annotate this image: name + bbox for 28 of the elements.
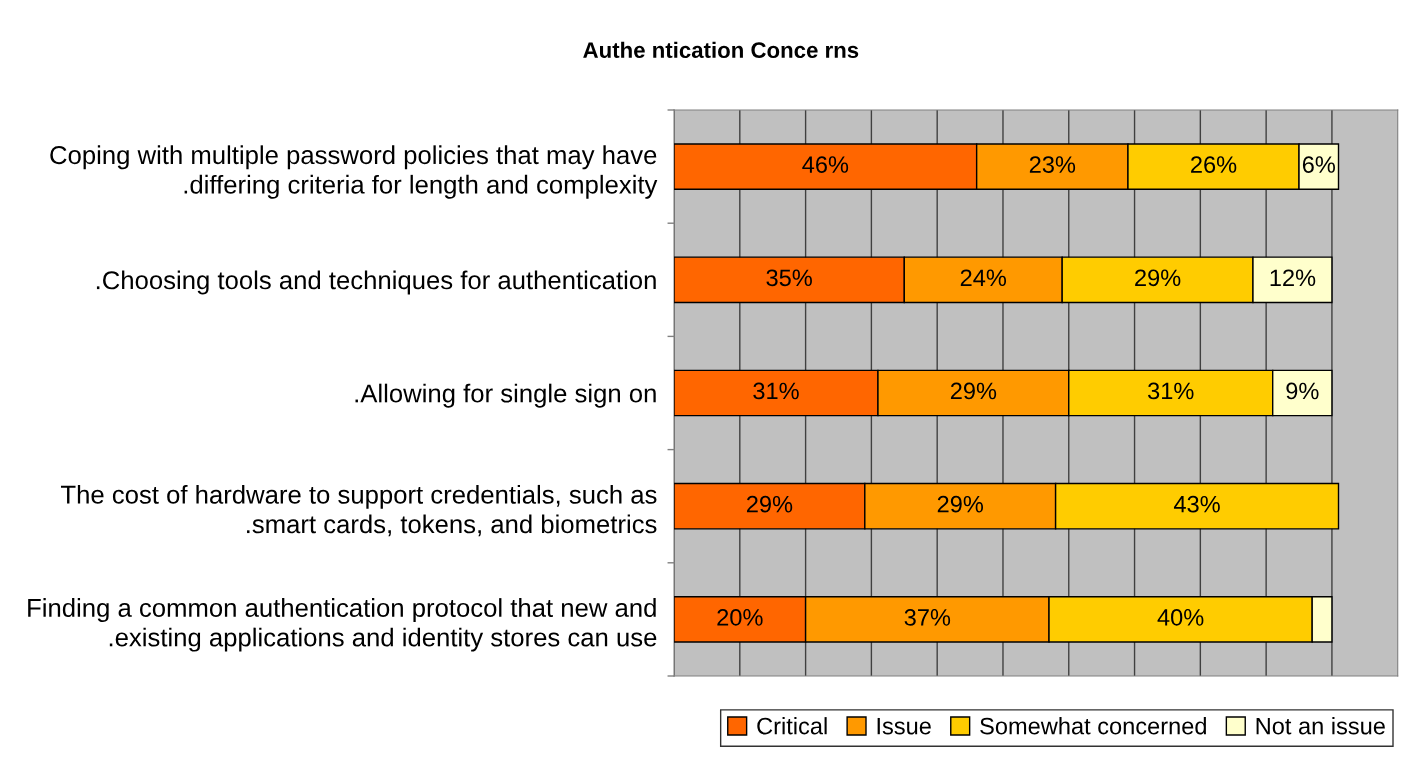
data-label: 31% [753, 382, 799, 400]
data-label: 24% [960, 269, 1007, 287]
chart-title: Authe ntication Conce rns [583, 41, 859, 59]
data-label: 23% [1029, 156, 1076, 173]
y-tick-label: .Allowing for single sign on [355, 383, 656, 408]
data-label: 46% [802, 156, 849, 173]
data-label: 12% [1270, 269, 1316, 287]
data-label: 31% [1148, 382, 1194, 400]
legend-label: Not an issue [1256, 717, 1385, 735]
data-label: 40% [1157, 609, 1204, 626]
data-label: 43% [1173, 495, 1220, 513]
y-tick-label: The cost of hardware to support credentials, such as .smart cards, tokens, and biometrics [60, 484, 657, 537]
data-label: 26% [1191, 156, 1237, 173]
data-label: 29% [950, 382, 997, 400]
data-label: 9% [1286, 382, 1319, 400]
legend-label: Issue [877, 717, 931, 735]
data-label: 29% [746, 495, 793, 513]
y-tick-label: Finding a common authentication protocol that new and .existing applications and identity stores can use [28, 598, 657, 652]
data-label: 29% [937, 495, 983, 513]
data-label: 20% [717, 609, 763, 626]
legend-label: Critical [757, 717, 827, 735]
legend-label: Somewhat concerned [980, 717, 1206, 735]
data-label: 29% [1135, 269, 1181, 287]
data-label: 37% [904, 609, 951, 626]
y-tick-label: Coping with multiple password policies that may have .differing criteria for length and complexity [50, 145, 658, 199]
data-label: 6% [1302, 156, 1335, 173]
data-label: 35% [766, 269, 812, 287]
y-tick-label: .Choosing tools and techniques for authentication [96, 270, 656, 295]
